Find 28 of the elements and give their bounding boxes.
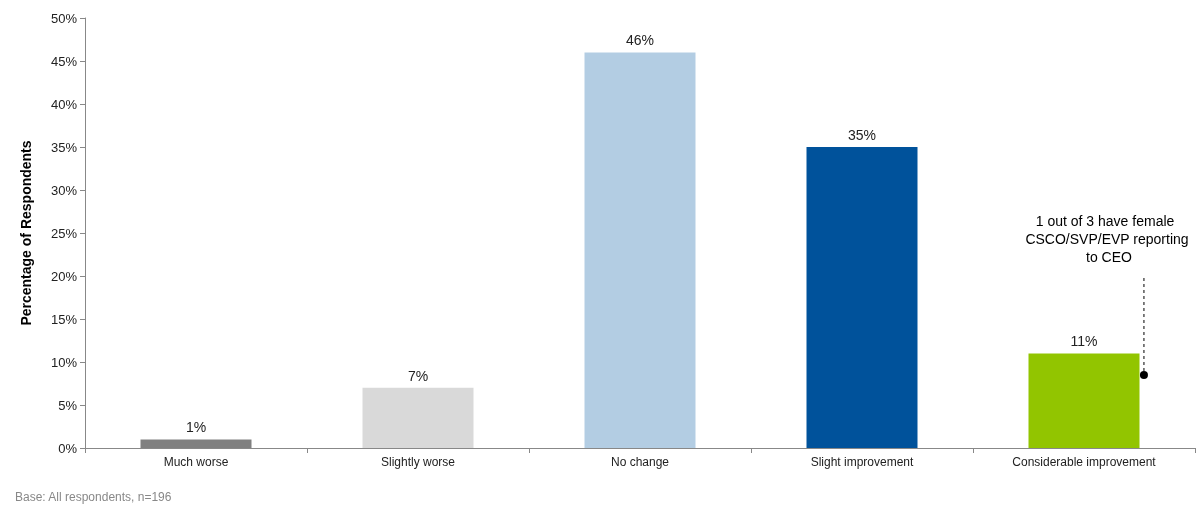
y-tick-label: 10% [50,354,78,370]
y-tick-label: 15% [50,311,78,327]
y-tick-label: 45% [50,53,78,69]
y-axis-title: Percentage of Respondents [18,140,34,326]
x-tick-label: No change [610,455,670,469]
data-label: 35% [847,127,877,143]
bar [806,147,918,448]
y-tick-label: 20% [50,268,78,284]
data-label: 1% [185,419,207,436]
y-tick-label: 40% [50,96,78,112]
bar [1028,353,1140,448]
x-tick-label: Slightly worse [380,455,456,469]
y-tick-label: 35% [50,139,78,155]
data-label: 11% [1070,333,1098,350]
y-tick-label: 25% [50,225,78,241]
text: Base: All respondents, n=196 [15,490,172,504]
data-label: 46% [625,32,655,49]
bar [584,52,696,448]
y-tick-label: 0% [58,440,78,456]
data-label: 7% [407,367,429,384]
y-tick-label: 5% [58,397,78,413]
annotation: 1 out of 3 have female CSCO/SVP/EVP reporting to CEO [1025,213,1189,265]
x-tick-label: Slight improvement [810,455,915,469]
y-tick-label: 50% [50,10,78,26]
y-tick-label: 30% [50,182,78,198]
x-tick-label: Considerable improvement [1012,455,1157,469]
bar [362,387,474,448]
x-tick-label: Much worse [163,455,229,469]
